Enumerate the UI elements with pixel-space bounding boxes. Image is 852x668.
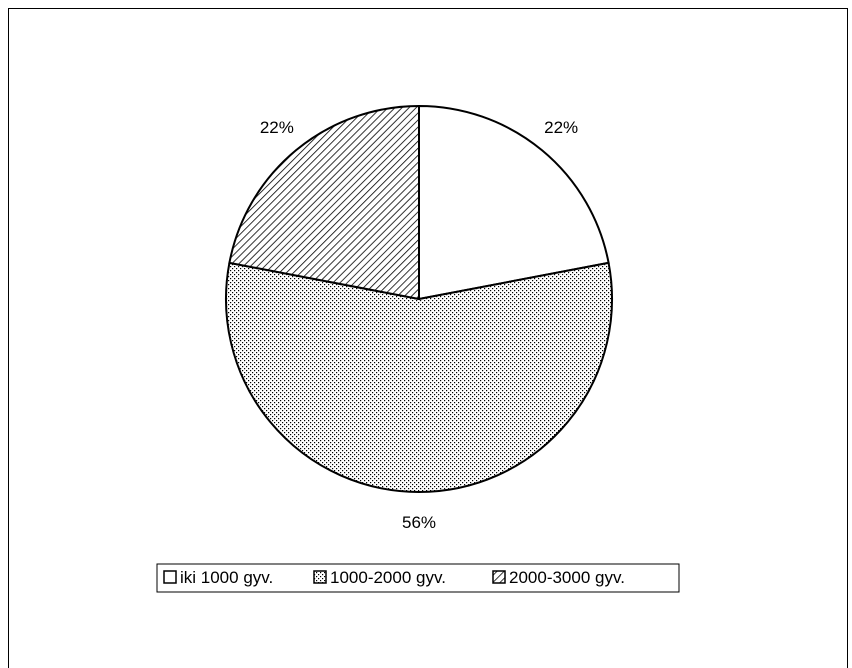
- legend-swatch-3: [492, 570, 506, 584]
- legend-label-3: 2000-3000 gyv.: [509, 568, 625, 587]
- legend-box: [156, 563, 680, 593]
- legend-label-2: 1000-2000 gyv.: [330, 568, 446, 587]
- slice-label-3: 22%: [260, 118, 294, 137]
- pie-slice-1: [418, 104, 610, 301]
- pie-slice-2: [225, 261, 613, 493]
- legend-swatch-1: [163, 570, 177, 584]
- slice-label-1: 22%: [544, 118, 578, 137]
- legend-label-1: iki 1000 gyv.: [180, 568, 273, 587]
- legend-swatch-2: [313, 570, 327, 584]
- legend: iki 1000 gyv. 1000-2000 gyv. 2000-3000 gyv…: [156, 563, 680, 593]
- pie-slice-3: [228, 104, 420, 301]
- slice-label-2: 56%: [402, 513, 436, 532]
